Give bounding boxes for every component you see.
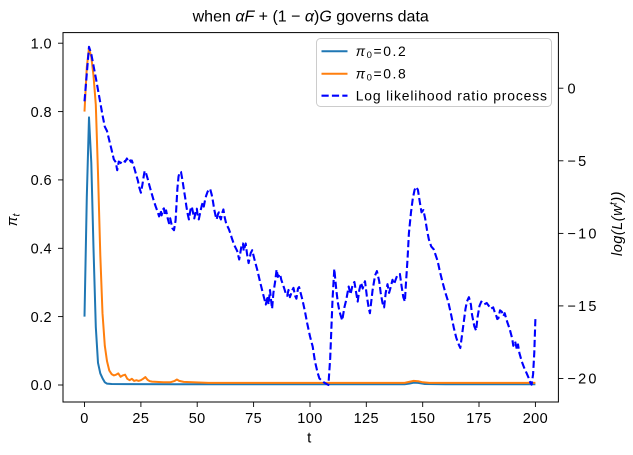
svg-text:0: 0 [80,411,88,427]
svg-text:−15: −15 [568,299,599,315]
svg-text:Log likelihood ratio process: Log likelihood ratio process [356,87,548,103]
svg-text:when αF + (1 − α)G governs dat: when αF + (1 − α)G governs data [192,9,429,26]
svg-text:1.0: 1.0 [31,36,52,52]
svg-text:75: 75 [245,411,262,427]
svg-text:π0=0.2: π0=0.2 [356,43,408,61]
svg-text:log(L(wt)): log(L(wt)) [609,191,627,256]
svg-text:0.8: 0.8 [31,105,52,121]
svg-text:150: 150 [410,411,435,427]
svg-text:0: 0 [568,81,578,97]
svg-text:−5: −5 [568,154,589,170]
svg-text:125: 125 [354,411,379,427]
svg-text:200: 200 [523,411,548,427]
svg-text:0.0: 0.0 [31,378,52,394]
svg-text:0.4: 0.4 [31,242,52,258]
svg-text:50: 50 [189,411,206,427]
svg-text:0.2: 0.2 [31,310,52,326]
svg-text:t: t [307,430,312,447]
svg-text:25: 25 [132,411,149,427]
svg-text:175: 175 [466,411,491,427]
svg-text:100: 100 [297,411,322,427]
svg-text:π0=0.8: π0=0.8 [356,65,408,83]
svg-text:−20: −20 [568,372,599,388]
svg-text:0.6: 0.6 [31,173,52,189]
svg-text:−10: −10 [568,227,599,243]
